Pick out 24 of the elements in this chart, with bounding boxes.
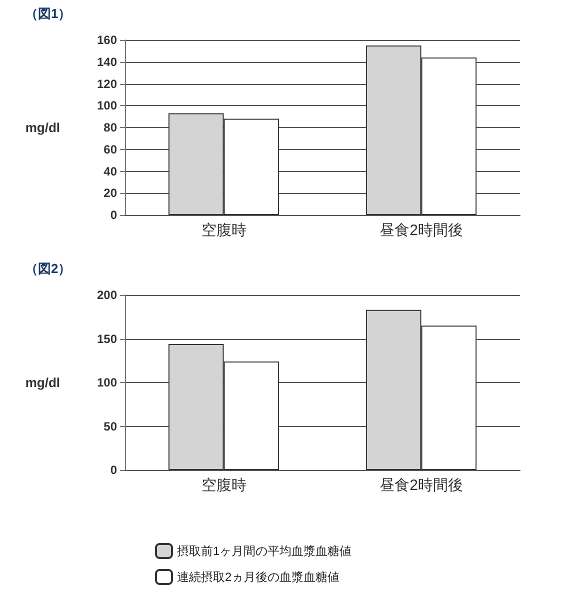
- legend-label: 連続摂取2ヵ月後の血漿血糖値: [177, 570, 340, 584]
- y-tick-label: 160: [96, 33, 118, 47]
- y-tick-label: 20: [104, 186, 118, 200]
- legend-label: 摂取前1ヶ月間の平均血漿血糖値: [177, 544, 352, 558]
- x-tick-label: 空腹時: [201, 477, 246, 494]
- x-tick-label: 昼食2時間後: [380, 222, 463, 239]
- y-tick-label: 60: [104, 142, 118, 156]
- y-axis-title: mg/dl: [25, 375, 60, 390]
- chart-title: （図2）: [25, 261, 72, 276]
- chart-title: （図1）: [25, 6, 72, 21]
- y-tick-label: 0: [110, 208, 118, 222]
- y-tick-label: 200: [96, 288, 118, 302]
- y-tick-label: 100: [96, 376, 118, 390]
- y-tick-label: 0: [110, 463, 118, 477]
- y-tick-label: 80: [104, 120, 118, 134]
- y-tick-label: 140: [96, 54, 118, 69]
- y-tick-label: 100: [96, 98, 118, 113]
- x-tick-label: 昼食2時間後: [380, 477, 463, 494]
- x-tick-label: 空腹時: [201, 222, 246, 239]
- y-axis-title: mg/dl: [25, 120, 60, 135]
- y-tick-label: 40: [104, 164, 118, 178]
- y-tick-label: 120: [96, 76, 118, 91]
- y-tick-label: 50: [104, 419, 118, 434]
- y-tick-label: 150: [96, 332, 118, 346]
